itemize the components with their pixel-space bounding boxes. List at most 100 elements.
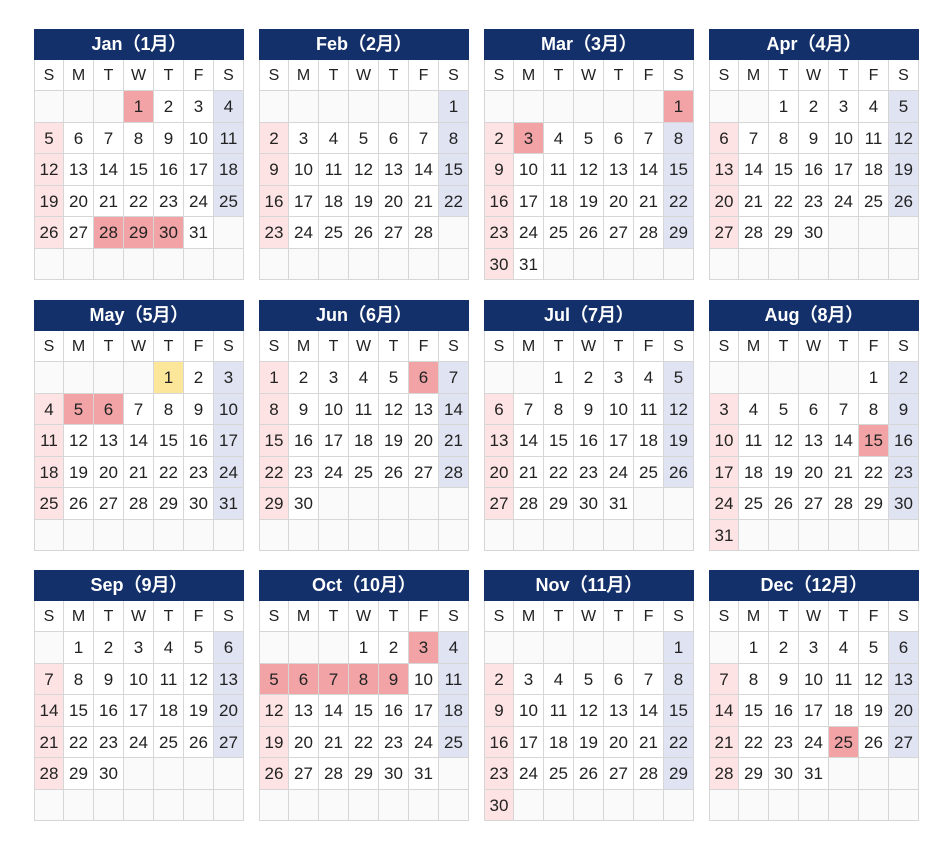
day-cell: 24	[184, 185, 214, 217]
day-cell: 26	[259, 758, 289, 790]
month-title: Jun（6月）	[259, 300, 469, 331]
day-cell: 2	[289, 362, 319, 394]
day-cell: 22	[664, 185, 694, 217]
day-cell: 20	[409, 425, 439, 457]
day-cell: 1	[544, 362, 574, 394]
day-cell: 21	[739, 185, 769, 217]
empty-cell	[214, 758, 244, 790]
day-cell: 8	[64, 663, 94, 695]
day-cell: 15	[259, 425, 289, 457]
day-cell: 16	[484, 726, 514, 758]
empty-cell	[319, 488, 349, 520]
day-cell: 21	[634, 726, 664, 758]
empty-cell	[739, 91, 769, 123]
empty-cell	[889, 519, 919, 551]
weekday-header: S	[889, 60, 919, 91]
weekday-header: S	[889, 601, 919, 632]
weekday-header: T	[829, 60, 859, 91]
day-cell: 10	[214, 393, 244, 425]
day-cell: 13	[709, 154, 739, 186]
weekday-header: S	[439, 331, 469, 362]
month-aug: Aug（8月） S M T W T F S 1 2 3 4 5 6 7 8 9 10 11 12 13 14 15 16 17 1…	[709, 300, 919, 551]
day-cell: 23	[484, 758, 514, 790]
empty-cell	[664, 248, 694, 280]
day-cell: 22	[664, 726, 694, 758]
weekday-header: S	[259, 331, 289, 362]
empty-cell	[634, 632, 664, 664]
day-cell: 4	[349, 362, 379, 394]
empty-cell	[319, 248, 349, 280]
empty-cell	[259, 789, 289, 821]
weekday-header: M	[514, 331, 544, 362]
weekday-header: F	[409, 601, 439, 632]
day-cell: 6	[289, 663, 319, 695]
day-cell: 18	[439, 695, 469, 727]
day-cell: 25	[319, 217, 349, 249]
weekday-header: T	[604, 601, 634, 632]
day-cell: 30	[769, 758, 799, 790]
weekday-header: T	[544, 60, 574, 91]
day-cell: 1	[154, 362, 184, 394]
day-grid: S M T W T F S 1 2 3 4 5 6 7 8 9 10 11 12 13 14 15 16 17 18 19 20 21…	[34, 331, 244, 551]
weekday-header: S	[214, 60, 244, 91]
empty-cell	[319, 789, 349, 821]
day-cell: 31	[214, 488, 244, 520]
day-cell: 28	[34, 758, 64, 790]
weekday-header: W	[349, 331, 379, 362]
day-cell: 19	[34, 185, 64, 217]
empty-cell	[634, 488, 664, 520]
day-cell: 11	[439, 663, 469, 695]
empty-cell	[829, 217, 859, 249]
weekday-header: W	[799, 601, 829, 632]
day-cell: 16	[94, 695, 124, 727]
month-nov: Nov（11月） S M T W T F S 1 2 3 4 5 6 7 8 9 10 11 12 13 14 15 16 17…	[484, 570, 694, 821]
day-cell: 10	[709, 425, 739, 457]
empty-cell	[34, 632, 64, 664]
day-cell: 31	[604, 488, 634, 520]
day-cell: 6	[64, 122, 94, 154]
day-cell: 27	[799, 488, 829, 520]
day-cell: 12	[859, 663, 889, 695]
weekday-header: T	[379, 601, 409, 632]
day-cell: 16	[484, 185, 514, 217]
empty-cell	[829, 758, 859, 790]
day-cell: 9	[484, 154, 514, 186]
day-cell: 12	[64, 425, 94, 457]
day-cell: 1	[124, 91, 154, 123]
day-cell: 7	[634, 122, 664, 154]
empty-cell	[799, 519, 829, 551]
month-apr: Apr（4月） S M T W T F S 1 2 3 4 5 6 7 8 9 10 11 12 13 14 15 16 17 1…	[709, 29, 919, 280]
weekday-header: T	[319, 60, 349, 91]
weekday-header: M	[289, 60, 319, 91]
empty-cell	[544, 789, 574, 821]
day-cell: 29	[349, 758, 379, 790]
empty-cell	[484, 632, 514, 664]
weekday-header: F	[184, 60, 214, 91]
day-cell: 16	[379, 695, 409, 727]
empty-cell	[289, 789, 319, 821]
day-cell: 15	[439, 154, 469, 186]
day-cell: 28	[829, 488, 859, 520]
empty-cell	[154, 248, 184, 280]
day-cell: 19	[349, 185, 379, 217]
day-cell: 8	[349, 663, 379, 695]
empty-cell	[859, 217, 889, 249]
day-cell: 18	[154, 695, 184, 727]
empty-cell	[859, 519, 889, 551]
weekday-header: M	[64, 601, 94, 632]
day-cell: 12	[574, 695, 604, 727]
day-cell: 6	[604, 122, 634, 154]
empty-cell	[709, 248, 739, 280]
day-cell: 22	[124, 185, 154, 217]
day-cell: 8	[769, 122, 799, 154]
empty-cell	[829, 519, 859, 551]
empty-cell	[124, 362, 154, 394]
empty-cell	[709, 362, 739, 394]
day-cell: 5	[379, 362, 409, 394]
weekday-header: M	[64, 60, 94, 91]
day-cell: 15	[124, 154, 154, 186]
day-cell: 24	[829, 185, 859, 217]
day-cell: 31	[409, 758, 439, 790]
day-cell: 2	[184, 362, 214, 394]
empty-cell	[574, 789, 604, 821]
